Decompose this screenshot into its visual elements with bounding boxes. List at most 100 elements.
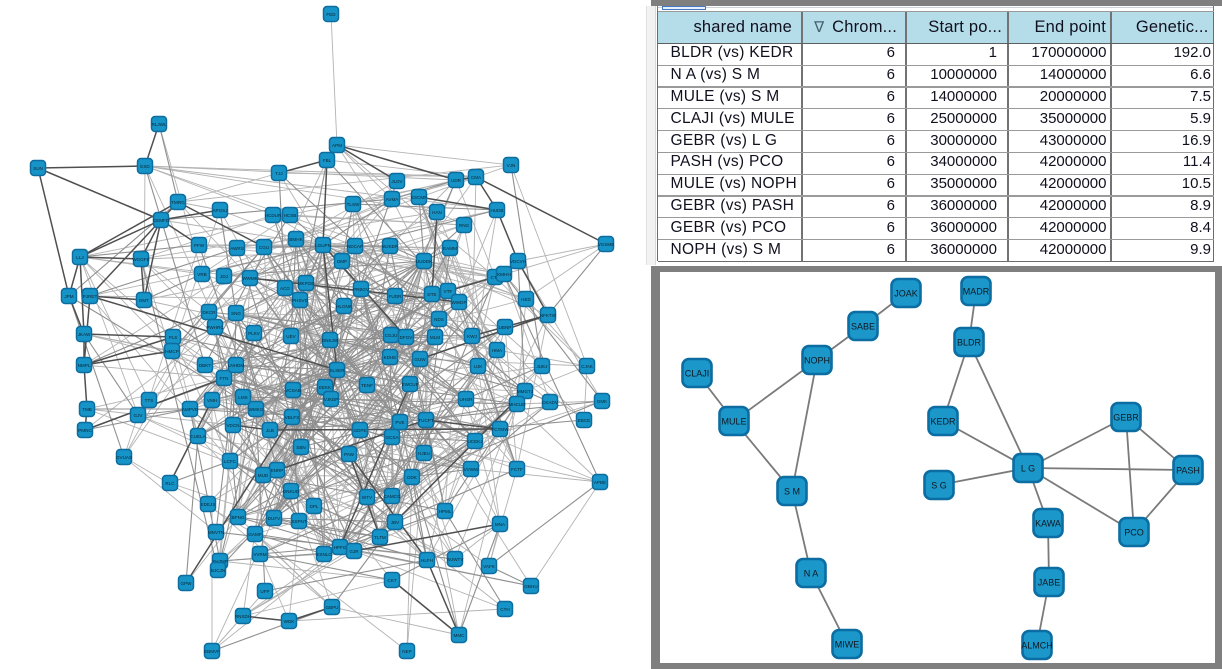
svg-text:EBCE: EBCE [578,418,591,423]
svg-text:JPM: JPM [64,294,73,299]
svg-text:HED: HED [521,297,531,302]
svg-text:SHJMP: SHJMP [212,559,228,564]
svg-text:PLKV: PLKV [248,331,261,336]
svg-text:UEV: UEV [286,334,296,339]
svg-text:UFP: UFP [260,589,269,594]
svg-text:DFGV: DFGV [400,335,414,340]
svg-text:SSPNT: SSPNT [291,519,307,524]
svg-text:LNHDM: LNHDM [228,363,245,368]
svg-text:CAMCG: CAMCG [383,494,401,499]
svg-text:CUELA: CUELA [190,434,206,439]
svg-text:DPL: DPL [310,504,319,509]
svg-text:EEKK: EEKK [319,385,332,390]
svg-text:EBMVF: EBMVF [204,649,220,654]
svg-text:HAN: HAN [432,210,442,215]
svg-text:TMB: TMB [82,407,92,412]
svg-text:JABE: JABE [1038,578,1061,588]
svg-text:ACG: ACG [280,286,290,291]
svg-text:WTV: WTV [362,495,373,500]
svg-text:HUDB: HUDB [490,208,503,213]
svg-text:UCEKJ: UCEKJ [467,439,482,444]
svg-text:JOAK: JOAK [894,289,918,299]
svg-text:JUEJ: JUEJ [537,364,548,369]
svg-text:CTH: CTH [500,607,509,612]
svg-text:HMA: HMA [492,348,503,353]
svg-text:GEBR: GEBR [1113,413,1139,423]
svg-text:KMHH: KMHH [497,272,511,277]
svg-text:VMH: VMH [207,398,217,403]
svg-text:MULE: MULE [721,417,746,427]
svg-text:GVUAS: GVUAS [116,455,132,460]
svg-text:AVMA: AVMA [386,197,400,202]
svg-text:DMP: DMP [337,259,347,264]
svg-text:MIWE: MIWE [835,640,860,650]
svg-text:CLAJI: CLAJI [685,369,710,379]
svg-text:DKCR: DKCR [202,310,216,315]
svg-text:WMKG: WMKG [249,407,264,412]
svg-text:HJEU: HJEU [418,451,430,456]
svg-text:CMA: CMA [471,175,482,180]
svg-text:DMT: DMT [139,298,149,303]
svg-text:WJSDP: WJSDP [382,244,398,249]
svg-text:RLJWL: RLJWL [151,122,167,127]
svg-text:VRB: VRB [197,272,206,277]
svg-text:S G: S G [931,481,947,491]
svg-text:PMNC: PMNC [78,428,92,433]
svg-text:EAMM: EAMM [443,246,457,251]
svg-text:GPW: GPW [181,581,193,586]
svg-text:PASH: PASH [1176,466,1200,476]
svg-text:WDK: WDK [284,619,296,624]
svg-text:VVRM: VVRM [253,552,266,557]
svg-text:TTS: TTS [145,398,154,403]
svg-text:VBLFS: VBLFS [285,415,300,420]
svg-text:GJR: GJR [349,549,359,554]
svg-text:AMPVD: AMPVD [182,407,199,412]
svg-text:GBPU: GBPU [325,605,338,610]
svg-text:AWRS: AWRS [230,246,244,251]
svg-text:SUN: SUN [33,166,43,171]
svg-text:NDS: NDS [434,317,444,322]
svg-text:APBE: APBE [594,480,606,485]
svg-text:DBKT: DBKT [199,363,211,368]
svg-text:NMPL: NMPL [78,363,91,368]
svg-text:CKADV: CKADV [542,400,559,405]
svg-text:WGGFE: WGGFE [132,257,149,262]
svg-text:VGSME: VGSME [598,242,615,247]
svg-text:EWCUF: EWCUF [402,382,419,387]
svg-text:FCTF: FCTF [511,467,523,472]
svg-text:N A: N A [804,569,819,579]
svg-text:VTF: VTF [444,289,453,294]
svg-text:PFW: PFW [194,243,205,248]
svg-text:JDJ: JDJ [220,274,228,279]
svg-text:RNG: RNG [459,223,470,228]
svg-text:CGU: CGU [259,245,269,250]
svg-text:LGUPN: LGUPN [315,243,331,248]
svg-text:JLDV: JLDV [391,179,403,184]
svg-text:HLGNK: HLGNK [336,304,353,309]
svg-text:GCSA: GCSA [385,435,399,440]
svg-text:PRBGV: PRBGV [353,287,370,292]
svg-text:FBL: FBL [323,158,332,163]
svg-text:RLC: RLC [165,481,175,486]
svg-text:NFKTW: NFKTW [540,313,557,318]
svg-text:VDCVH: VDCVH [510,259,526,264]
svg-text:GUW: GUW [414,357,426,362]
svg-text:VJKBP: VJKBP [324,397,339,402]
svg-text:UBNP: UBNP [499,325,512,330]
svg-text:SLSER: SLSER [329,368,345,373]
svg-text:ESD: ESD [140,164,150,169]
svg-text:JBV: JBV [391,520,400,525]
svg-text:CJAK: CJAK [581,364,594,369]
svg-text:LMS: LMS [238,395,247,400]
svg-text:PVE: PVE [395,420,404,425]
svg-text:MNVTN: MNVTN [208,530,224,535]
svg-text:LCFC: LCFC [224,459,237,464]
svg-text:UHSR: UHSR [459,397,473,402]
svg-text:PWHRC: PWHRC [206,325,224,330]
svg-text:VJN: VJN [507,163,516,168]
svg-text:PLS: PLS [169,335,178,340]
svg-text:GJV: GJV [134,413,144,418]
svg-text:CKT: CKT [387,578,396,583]
svg-text:HPFG: HPFG [334,545,347,550]
svg-text:FED: FED [326,12,336,17]
